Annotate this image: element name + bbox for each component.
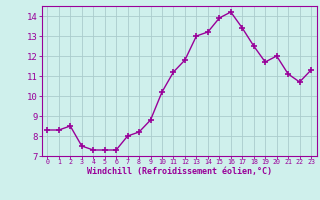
- X-axis label: Windchill (Refroidissement éolien,°C): Windchill (Refroidissement éolien,°C): [87, 167, 272, 176]
